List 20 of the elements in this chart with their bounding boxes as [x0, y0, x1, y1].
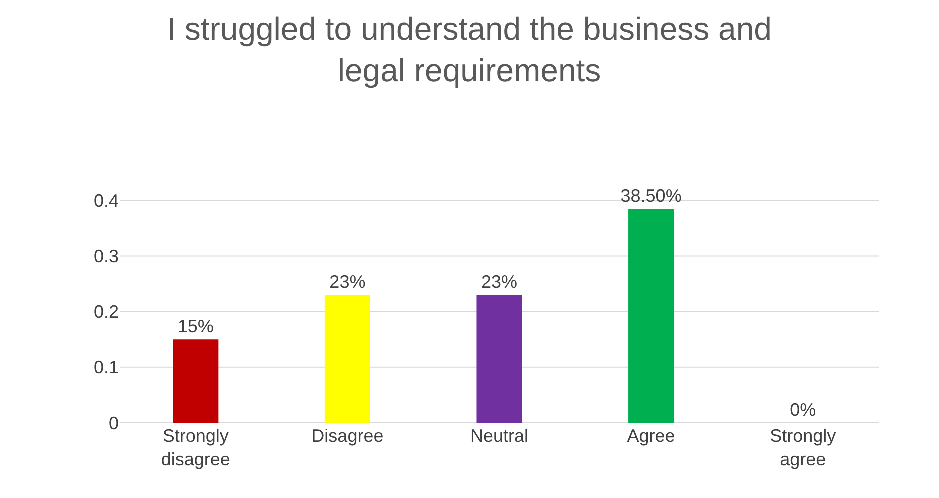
- data-label: 0%: [790, 400, 816, 420]
- data-label: 23%: [481, 272, 518, 292]
- bar: [324, 295, 370, 423]
- data-label: 38.50%: [620, 186, 682, 206]
- data-label: 15%: [178, 316, 214, 337]
- x-tick-label: Strongly disagree: [161, 426, 230, 470]
- data-label: 23%: [330, 272, 366, 292]
- y-tick-label: 0.1: [94, 358, 119, 378]
- x-tick-label: Strongly agree: [770, 426, 836, 470]
- x-tick-label: Agree: [627, 426, 676, 446]
- chart-title: I struggled to understand the business and legal requirements: [167, 10, 772, 88]
- bar: [476, 295, 522, 423]
- y-tick-label: 0.3: [94, 246, 119, 266]
- y-tick-label: 0: [108, 413, 119, 434]
- y-tick-label: 0.2: [94, 302, 119, 322]
- x-tick-label: Disagree: [312, 426, 384, 446]
- y-tick-label: 0.4: [94, 190, 119, 211]
- bar: [628, 208, 674, 423]
- bar: [173, 340, 219, 423]
- x-tick-label: Neutral: [470, 426, 529, 446]
